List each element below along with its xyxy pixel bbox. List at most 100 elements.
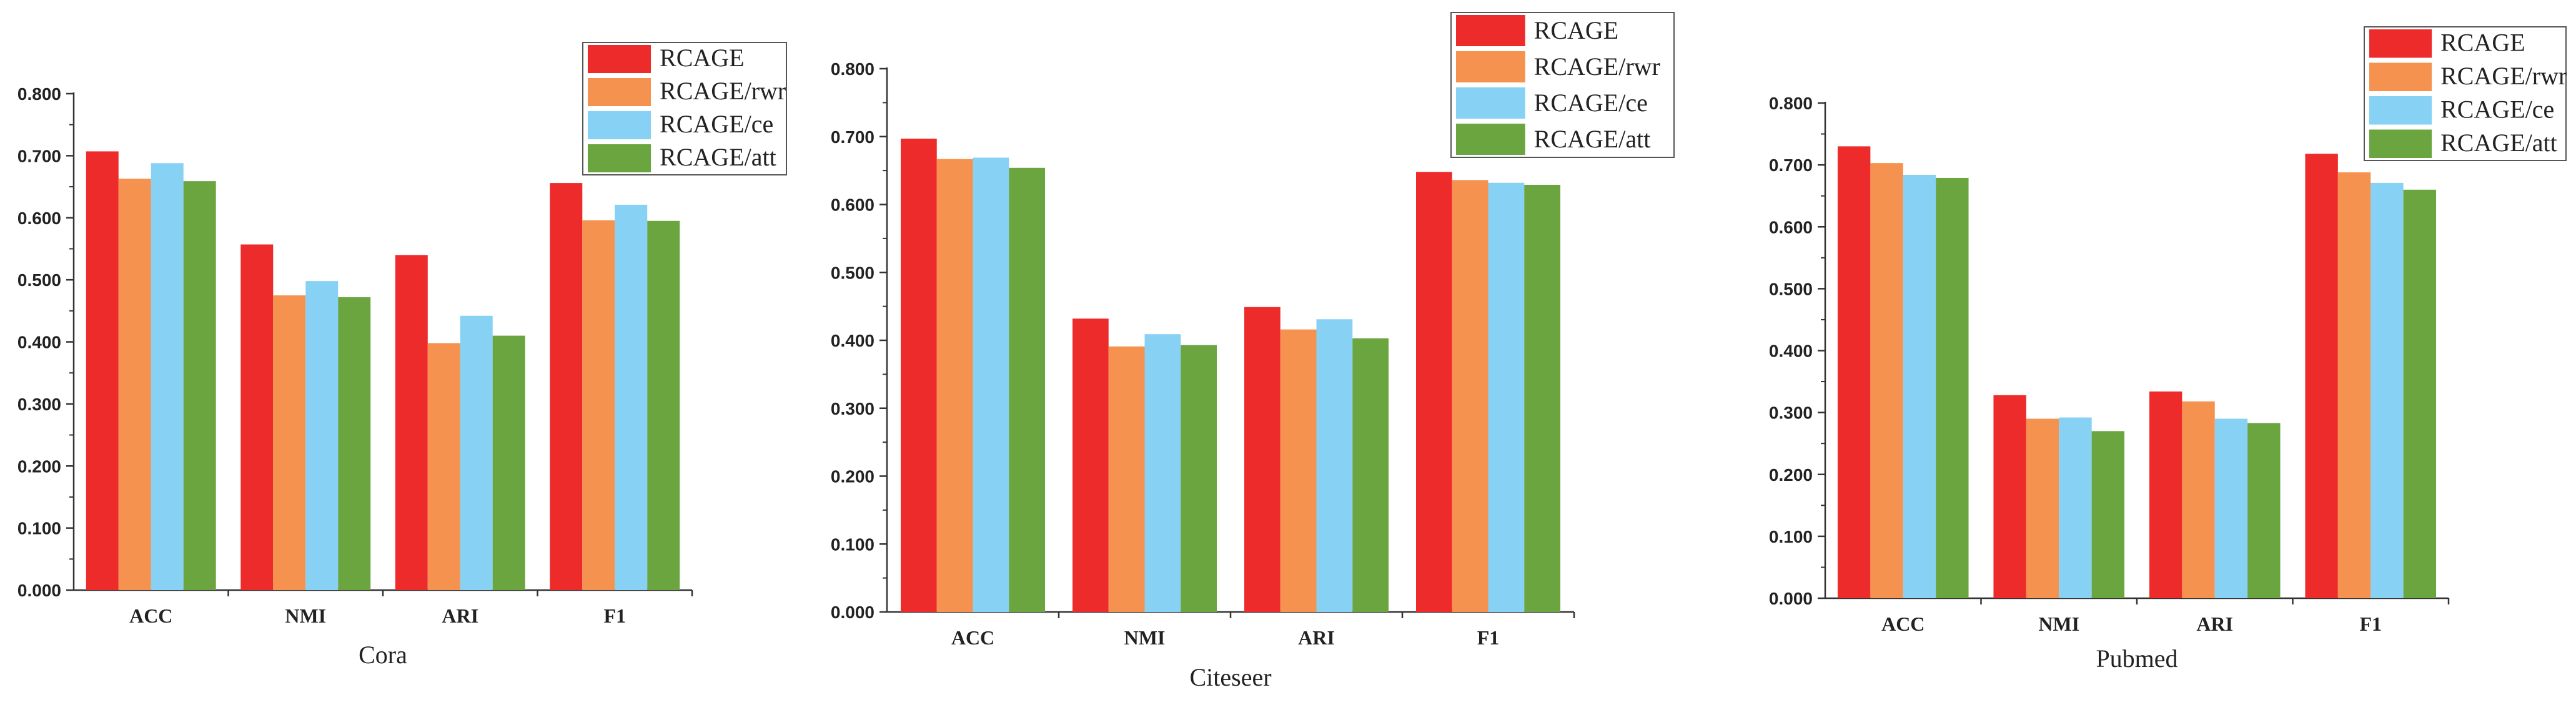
bar-rcage-att-nmi xyxy=(2091,431,2125,598)
x-tick-label: ARI xyxy=(1298,626,1335,649)
x-tick-label: ACC xyxy=(1881,613,1925,635)
legend-swatch xyxy=(588,111,651,139)
bar-rcage-f1 xyxy=(2305,154,2338,599)
bar-rcage-att-acc xyxy=(1009,167,1045,612)
y-tick-label: 0.700 xyxy=(831,127,874,147)
legend-label: RCAGE/ce xyxy=(660,110,773,138)
legend-swatch xyxy=(1456,87,1525,119)
chart-panel-pubmed: 0.000 0.100 0.200 0.300 0.400 0.500 0.600 0.700… xyxy=(1769,26,2567,673)
bar-rcage-rwr-acc xyxy=(936,159,973,612)
chart-panel-citeseer: 0.000 0.100 0.200 0.300 0.400 0.500 0.600 0.700… xyxy=(831,12,1675,691)
y-tick-label: 0.500 xyxy=(1769,279,1813,298)
y-tick-label: 0.700 xyxy=(1769,155,1813,175)
bar-rcage-acc xyxy=(901,139,937,612)
legend-label: RCAGE/rwr xyxy=(1534,52,1660,81)
bar-rcage-att-f1 xyxy=(1524,184,1560,612)
y-tick-label: 0.600 xyxy=(1769,217,1813,237)
bar-rcage-ce-ari xyxy=(1316,319,1353,612)
legend-label: RCAGE xyxy=(1534,16,1619,44)
y-tick-label: 0.100 xyxy=(831,535,874,554)
bar-rcage-ce-acc xyxy=(151,163,184,590)
legend-swatch xyxy=(2369,129,2432,158)
x-tick-label: NMI xyxy=(2038,613,2079,635)
bar-rcage-ce-f1 xyxy=(2370,182,2404,599)
legend-swatch xyxy=(2369,96,2432,125)
bar-rcage-att-f1 xyxy=(2403,189,2437,598)
bar-rcage-rwr-acc xyxy=(118,179,151,590)
y-tick-label: 0.200 xyxy=(17,456,61,476)
y-tick-label: 0.500 xyxy=(831,263,874,282)
legend-swatch xyxy=(588,45,651,73)
bar-rcage-ce-f1 xyxy=(615,204,648,591)
legend: RCAGE RCAGE/rwr RCAGE/ce RCAGE/att xyxy=(1450,12,1675,158)
bar-rcage-nmi xyxy=(1073,318,1109,612)
x-tick-label: ACC xyxy=(951,626,994,649)
x-axis-title: Citeseer xyxy=(1189,663,1271,691)
y-tick-label: 0.200 xyxy=(1769,465,1813,485)
bar-rcage-ce-ari xyxy=(460,315,493,590)
x-tick-label: F1 xyxy=(1477,626,1500,649)
legend-label: RCAGE/rwr xyxy=(660,77,786,105)
x-tick-label: ARI xyxy=(442,604,478,627)
bar-rcage-ari xyxy=(395,255,428,590)
bar-rcage-rwr-f1 xyxy=(1452,180,1489,613)
y-tick-label: 0.600 xyxy=(17,209,61,228)
bar-rcage-att-f1 xyxy=(647,220,680,590)
legend-swatch xyxy=(2369,29,2432,58)
x-tick-label: F1 xyxy=(603,604,626,627)
y-tick-label: 0.000 xyxy=(1769,589,1813,608)
bar-rcage-ce-nmi xyxy=(305,281,339,590)
y-tick-label: 0.000 xyxy=(17,581,61,600)
legend-label: RCAGE/rwr xyxy=(2440,62,2567,90)
legend: RCAGE RCAGE/rwr RCAGE/ce RCAGE/att xyxy=(2364,26,2567,161)
legend-label: RCAGE/ce xyxy=(2440,96,2554,124)
bar-rcage-rwr-ari xyxy=(1280,329,1317,612)
legend-label: RCAGE/att xyxy=(1534,125,1651,153)
legend-label: RCAGE/att xyxy=(2440,129,2557,157)
bar-rcage-att-ari xyxy=(1352,338,1389,612)
bar-rcage-ce-nmi xyxy=(2059,417,2092,598)
bar-rcage-rwr-nmi xyxy=(1108,346,1145,612)
bar-rcage-att-nmi xyxy=(338,297,371,590)
bar-rcage-ce-ari xyxy=(2214,418,2248,598)
bar-rcage-ari xyxy=(1244,307,1281,612)
x-axis-title: Pubmed xyxy=(2096,644,2177,673)
bar-rcage-rwr-ari xyxy=(2182,401,2215,598)
x-tick-label: F1 xyxy=(2359,613,2382,635)
legend-swatch xyxy=(1456,124,1525,155)
x-tick-label: ACC xyxy=(129,604,172,627)
y-tick-label: 0.100 xyxy=(1769,527,1813,546)
bar-rcage-nmi xyxy=(1993,395,2026,598)
bar-rcage-ce-nmi xyxy=(1144,334,1181,612)
bar-rcage-ce-acc xyxy=(973,157,1009,612)
bar-rcage-rwr-f1 xyxy=(2337,172,2371,598)
legend-label: RCAGE xyxy=(660,44,745,72)
bar-rcage-att-acc xyxy=(1936,177,1969,598)
x-axis-title: Cora xyxy=(359,641,407,669)
bar-rcage-rwr-ari xyxy=(427,343,460,590)
bar-rcage-ce-acc xyxy=(1903,174,1936,598)
legend-label: RCAGE/att xyxy=(660,143,776,171)
legend-swatch xyxy=(2369,62,2432,91)
legend-swatch xyxy=(1456,15,1525,46)
y-tick-label: 0.300 xyxy=(831,399,874,418)
y-tick-label: 0.000 xyxy=(831,603,874,622)
chart-panel-cora: 0.000 0.100 0.200 0.300 0.400 0.500 0.600 0.700… xyxy=(17,42,787,669)
x-tick-label: ARI xyxy=(2196,613,2233,635)
bar-rcage-rwr-f1 xyxy=(582,220,615,591)
x-tick-label: NMI xyxy=(1124,626,1166,649)
y-tick-label: 0.400 xyxy=(831,331,874,350)
x-tick-label: NMI xyxy=(285,604,326,627)
bar-rcage-rwr-nmi xyxy=(273,295,306,590)
y-tick-label: 0.400 xyxy=(17,333,61,352)
y-tick-label: 0.500 xyxy=(17,270,61,290)
bar-rcage-ari xyxy=(2149,391,2182,598)
y-tick-label: 0.800 xyxy=(17,84,61,104)
bar-rcage-ce-f1 xyxy=(1488,182,1525,612)
legend-label: RCAGE/ce xyxy=(1534,89,1648,117)
y-tick-label: 0.200 xyxy=(831,467,874,486)
bar-rcage-rwr-nmi xyxy=(2026,418,2059,598)
legend-label: RCAGE xyxy=(2440,29,2525,57)
bar-rcage-att-ari xyxy=(2247,423,2281,598)
